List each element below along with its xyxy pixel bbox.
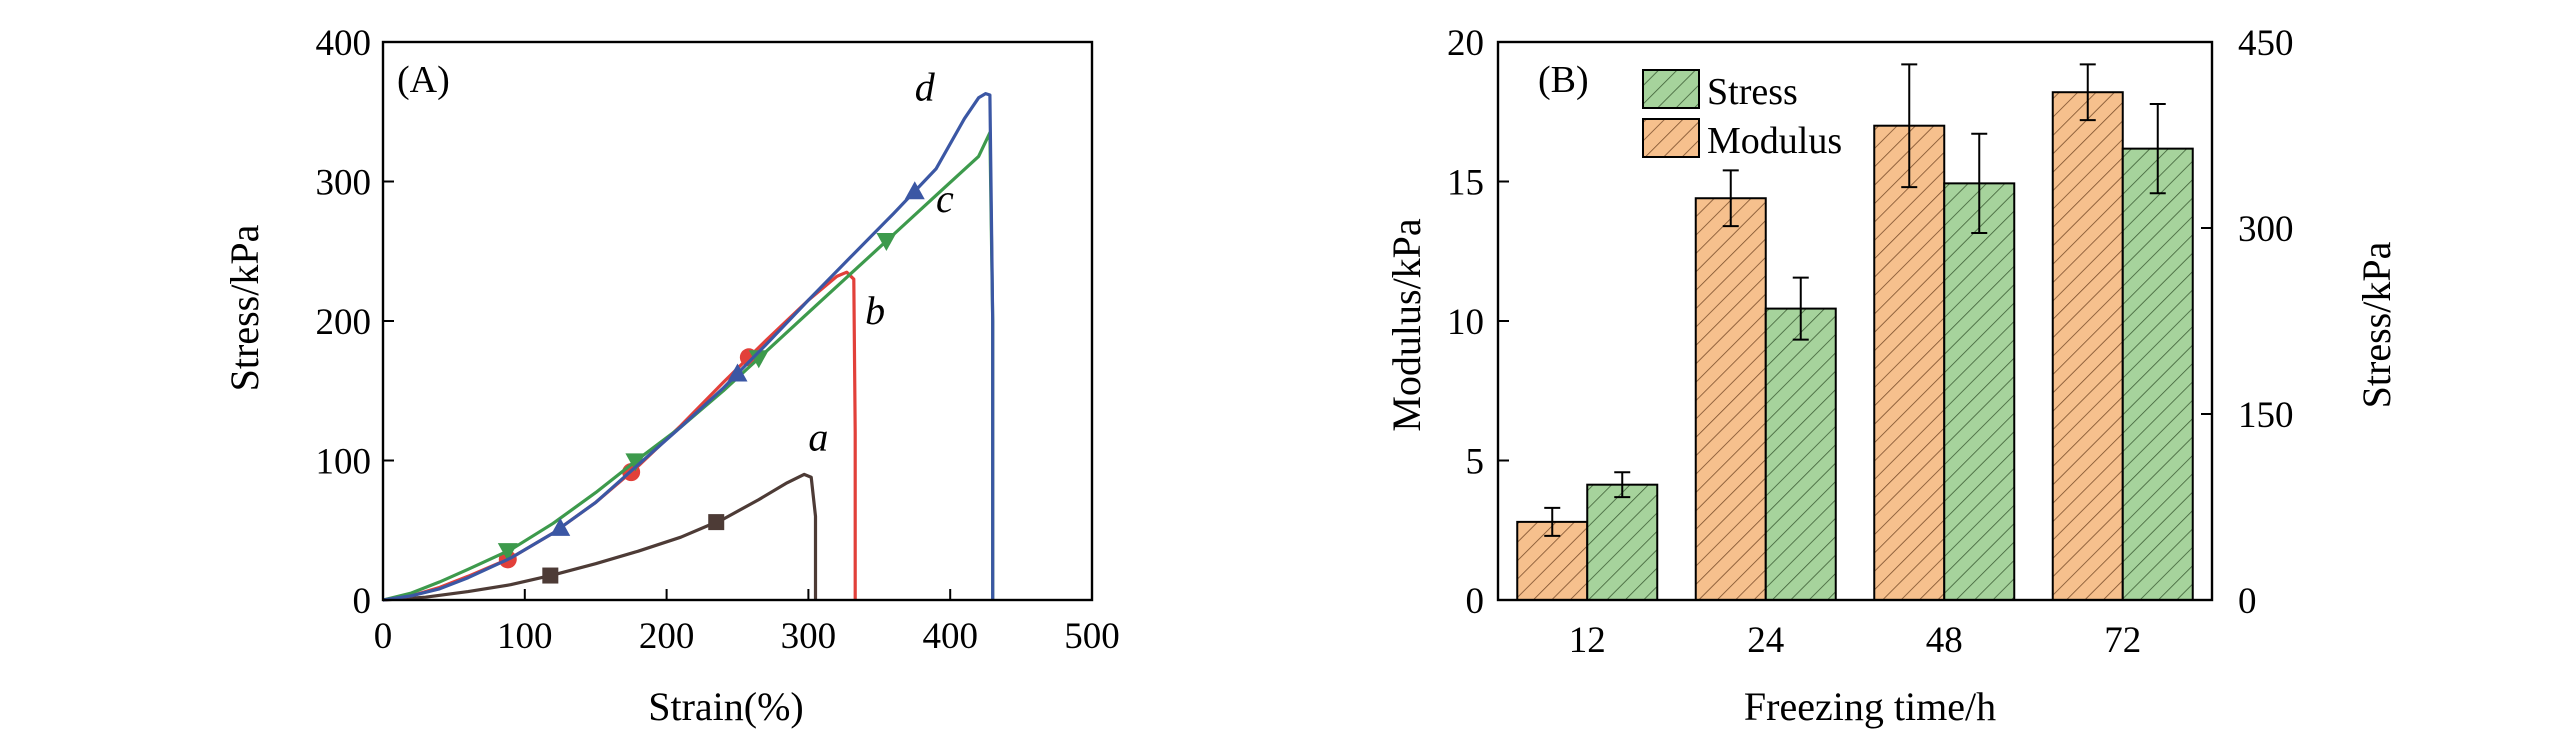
y-axis-label-left-b: Modulus/kPa	[1384, 218, 1429, 432]
marker-c	[497, 543, 518, 562]
axis-ticks-a: 0 100 200 300 400 500 0 100 200 300 400	[316, 23, 1120, 657]
y-tick-label-a: 400	[316, 23, 372, 64]
y-tick-label-right-b: 150	[2238, 395, 2294, 436]
y-tick-label-a: 100	[316, 442, 372, 483]
marker-c	[625, 453, 646, 472]
x-tick-label-a: 300	[781, 616, 837, 657]
y-axis-label-right-b: Stress/kPa	[2354, 241, 2399, 408]
y-tick-label-left-b: 10	[1447, 302, 1484, 343]
legend-label-modulus: Modulus	[1707, 120, 1842, 162]
y-tick-label-left-b: 5	[1466, 442, 1485, 483]
curve-a	[382, 472, 818, 602]
marker-c	[748, 350, 769, 369]
curve-label-c: c	[936, 176, 954, 221]
x-tick-label-a: 200	[639, 616, 695, 657]
y-tick-label-right-b: 450	[2238, 23, 2294, 64]
curve-label-a: a	[808, 415, 828, 460]
x-tick-label-a: 500	[1064, 616, 1120, 657]
marker-d	[550, 517, 571, 536]
bar-stress-12	[1586, 483, 1659, 601]
marker-d	[727, 363, 748, 382]
y-tick-label-left-b: 15	[1447, 163, 1484, 204]
marker-d	[904, 181, 925, 200]
plot-border-a	[381, 40, 1094, 602]
marker-a	[708, 514, 725, 531]
x-tick-label-b: 48	[1926, 620, 1963, 661]
y-tick-label-a: 300	[316, 163, 372, 204]
bar-stress-72	[2121, 147, 2194, 601]
x-axis-label-a: Strain(%)	[648, 684, 804, 729]
panel-label-a: (A)	[397, 59, 450, 101]
legend: Stress Modulus	[1642, 69, 1842, 162]
x-tick-label-b: 12	[1569, 620, 1606, 661]
x-tick-label-b: 72	[2104, 620, 2141, 661]
curve-c	[382, 131, 995, 602]
bar-modulus-48	[1873, 124, 1946, 601]
x-tick-label-a: 100	[497, 616, 553, 657]
x-axis-label-b: Freezing time/h	[1744, 684, 1996, 729]
y-tick-label-right-b: 0	[2238, 581, 2257, 622]
plot-frame-a	[381, 40, 1094, 602]
curve-label-d: d	[915, 65, 936, 110]
legend-label-stress: Stress	[1707, 71, 1798, 113]
y-tick-label-a: 200	[316, 302, 372, 343]
y-axis-label-a: Stress/kPa	[222, 224, 267, 391]
panel-a-line-chart: a b c d 0 100 200 300 400 500 0 100 200 300 400 (A) S…	[222, 23, 1120, 729]
bar-modulus-72	[2051, 91, 2124, 601]
curve-b	[382, 270, 857, 602]
curve-label-b: b	[865, 288, 885, 333]
legend-swatch-stress	[1642, 69, 1700, 109]
y-tick-label-a: 0	[353, 581, 372, 622]
bar-stress-48	[1943, 182, 2016, 602]
marker-a	[542, 567, 559, 584]
legend-swatch-modulus	[1642, 118, 1700, 158]
x-tick-label-a: 0	[374, 616, 393, 657]
bars	[1516, 63, 2194, 602]
panel-b-bar-chart: 12 24 48 72 0 5 10 15 20 0 150 300 450 (B) Stress Mo…	[1384, 23, 2399, 729]
y-tick-label-right-b: 300	[2238, 209, 2294, 250]
bar-stress-24	[1764, 307, 1837, 601]
axis-ticks-b: 12 24 48 72 0 5 10 15 20 0 150 300 450	[1447, 23, 2294, 661]
marker-c	[876, 233, 897, 252]
stress-strain-curves: a b c d	[382, 65, 995, 602]
x-tick-label-a: 400	[922, 616, 978, 657]
y-tick-label-left-b: 20	[1447, 23, 1484, 64]
panel-label-b: (B)	[1538, 59, 1589, 101]
curve-d	[382, 92, 995, 602]
x-tick-label-b: 24	[1747, 620, 1784, 661]
bar-modulus-24	[1694, 197, 1767, 602]
y-tick-label-left-b: 0	[1466, 581, 1485, 622]
